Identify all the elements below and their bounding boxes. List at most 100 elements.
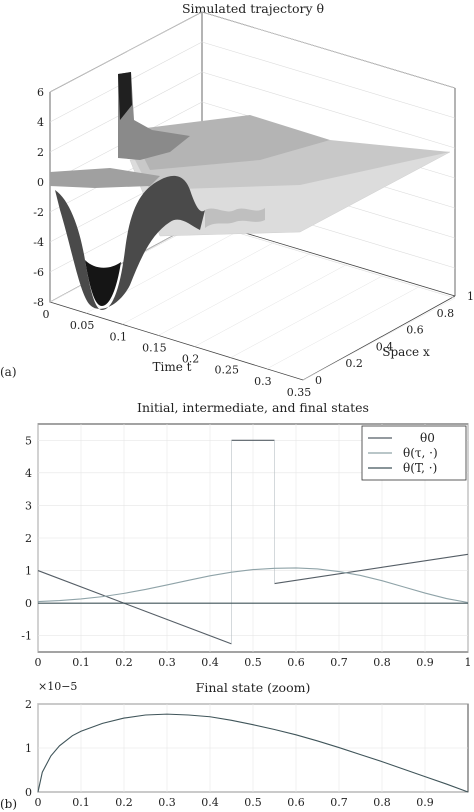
states-panel: Initial, intermediate, and final states …	[0, 400, 472, 811]
z-tick-label: 6	[37, 86, 44, 99]
x-tick-label: 0.2	[115, 656, 133, 669]
surface-valley	[55, 175, 205, 310]
x-gridline	[86, 230, 239, 314]
x-tick-label: 0.3	[158, 796, 176, 809]
z-gridline	[201, 11, 456, 89]
x-tick-label: 0.1	[72, 796, 90, 809]
time-tick-label: 0.35	[287, 386, 312, 399]
z-tick-label: 4	[37, 116, 44, 129]
space-axis-label: Space x	[382, 345, 430, 359]
z-tick-label: -2	[33, 206, 44, 219]
states-x-axis: 0 0.1 0.2 0.3 0.4 0.5 0.6 0.7 0.8 0.9 1	[35, 656, 472, 669]
zoom-panel: Final state (zoom) ×10−5 0 0.1 0.2 0.3 0.4 0.…	[25, 680, 469, 809]
panel-a-label: (a)	[0, 365, 17, 379]
x-tick-label: 0.7	[330, 796, 348, 809]
y-tick-label: 2	[25, 698, 32, 711]
space-tick-label: 0.8	[437, 307, 455, 320]
series-line-0	[274, 553, 469, 585]
zoom-series	[37, 713, 469, 793]
x-gridline	[122, 242, 275, 325]
x-tick-label: 0	[35, 656, 42, 669]
zoom-exponent-label: ×10−5	[38, 680, 77, 693]
x-tick-label: 0.6	[287, 656, 305, 669]
x-tick-label: 0.6	[287, 796, 305, 809]
x-tick-label: 0.4	[201, 656, 219, 669]
legend-label-theta-tau: θ(τ, ·)	[403, 446, 438, 460]
x-tick-label: 0.8	[373, 656, 391, 669]
z-gridline	[49, 11, 203, 93]
states-y-axis: -1 0 1 2 3 4 5	[21, 434, 32, 642]
series-line-0	[37, 713, 469, 793]
states-title: Initial, intermediate, and final states	[137, 400, 369, 415]
space-tick-label: 0.4	[376, 340, 394, 353]
time-tick-label: 0.2	[182, 353, 200, 366]
time-tick-label: 0	[43, 308, 50, 321]
x-gridline	[158, 253, 311, 336]
space-axis: 0 0.2 0.4 0.6 0.8 1	[315, 290, 474, 387]
x-tick-label: 0.8	[373, 796, 391, 809]
x-tick-label: 0.9	[416, 796, 434, 809]
space-tick-label: 0	[315, 374, 322, 387]
zoom-title: Final state (zoom)	[196, 680, 311, 695]
x-gridline	[194, 264, 347, 347]
y-tick-label: 1	[25, 565, 32, 578]
states-series	[37, 439, 469, 645]
x-gridline	[266, 286, 419, 370]
space-tick-label: 1	[467, 290, 474, 303]
time-tick-label: 0.1	[110, 330, 128, 343]
y-tick-label: 0	[25, 597, 32, 610]
series-line-1	[37, 567, 469, 604]
x-tick-label: 0.1	[72, 656, 90, 669]
y-tick-label: 5	[25, 434, 32, 447]
x-tick-label: 0.5	[244, 796, 262, 809]
panel-b-label: (b)	[0, 797, 17, 811]
x-tick-label: 0.9	[416, 656, 434, 669]
surface-peak-dark	[118, 72, 132, 120]
surface-title: Simulated trajectory θ	[182, 1, 324, 16]
surface-peak	[118, 72, 190, 160]
z-tick-label: 2	[37, 146, 44, 159]
legend-label-theta-T: θ(T, ·)	[403, 461, 437, 475]
z-tick-label: -6	[33, 266, 44, 279]
x-tick-label: 0.2	[115, 796, 133, 809]
x-gridline	[230, 275, 383, 358]
x-gridline	[302, 297, 456, 381]
surface-mesh	[50, 72, 451, 310]
time-axis-label: Time t	[153, 360, 192, 374]
x-tick-label: 0.7	[330, 656, 348, 669]
surface-ridge	[50, 168, 160, 188]
z-gridline	[201, 71, 456, 149]
surface-valley-core	[85, 260, 121, 306]
zoom-grid	[37, 703, 468, 793]
zoom-x-axis: 0 0.1 0.2 0.3 0.4 0.5 0.6 0.7 0.8 0.9	[35, 796, 434, 809]
x-tick-label: 0.4	[201, 796, 219, 809]
y-tick-label: 1	[25, 742, 32, 755]
surface-panel: Simulated trajectory θ	[0, 1, 474, 399]
x-tick-label: 0	[35, 796, 42, 809]
x-tick-label: 0.3	[158, 656, 176, 669]
space-tick-label: 0.2	[345, 357, 363, 370]
y-tick-label: 3	[25, 499, 32, 512]
surface-ripples	[205, 208, 265, 228]
z-gridline	[201, 41, 456, 119]
space-tick-label: 0.6	[406, 324, 424, 337]
x-tick-label: 1	[465, 656, 472, 669]
y-tick-label: 2	[25, 532, 32, 545]
x-tick-label: 0.5	[244, 656, 262, 669]
legend: θ0 θ(τ, ·) θ(T, ·)	[361, 425, 467, 481]
z-tick-label: -4	[33, 236, 44, 249]
time-axis: 0 0.05 0.1 0.15 0.2 0.25 0.3 0.35	[43, 308, 312, 399]
y-tick-label: 4	[25, 467, 32, 480]
y-tick-label: 0	[25, 786, 32, 799]
time-tick-label: 0.3	[254, 375, 272, 388]
z-tick-label: -8	[33, 296, 44, 309]
z-axis: -8 -6 -4 -2 0 2 4 6	[33, 86, 44, 309]
time-tick-label: 0.05	[70, 319, 95, 332]
z-tick-label: 0	[37, 176, 44, 189]
y-tick-label: -1	[21, 630, 32, 643]
time-tick-label: 0.25	[214, 364, 239, 377]
series-line-0	[37, 570, 232, 645]
z-gridline	[201, 221, 456, 299]
surface-band-2	[130, 115, 330, 170]
